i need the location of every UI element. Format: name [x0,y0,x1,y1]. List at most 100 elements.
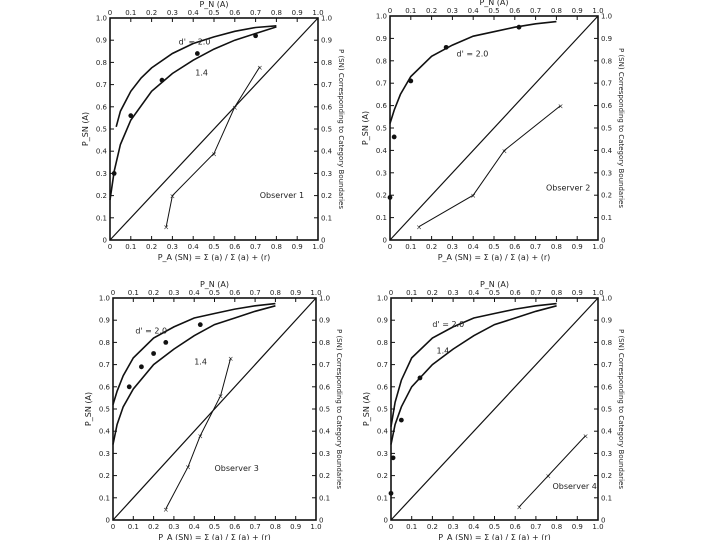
y-tick-label: 0.2 [376,192,387,200]
top-axis-label: P_N (A) [199,0,228,9]
y-tick-label: 0.1 [377,494,388,502]
right-tick-label: 0.3 [319,450,330,458]
top-tick-label: 0 [389,289,393,297]
left-axis-label: P_SN (A) [362,392,371,426]
y-tick-label: 0.5 [99,406,110,414]
top-tick-label: 0.9 [292,9,303,17]
boundary-marker: × [211,150,217,158]
top-tick-label: 0 [111,289,115,297]
right-tick-label: 0 [321,237,325,245]
y-tick-label: 0.8 [377,339,388,347]
right-tick-label: 0 [601,517,605,525]
chance-diagonal [109,17,319,241]
right-tick-label: 0 [319,517,323,525]
top-tick-label: 0.6 [509,7,521,15]
top-tick-label: 0.4 [188,9,200,17]
left-axis-label: P_SN (A) [81,112,90,146]
x-tick-label: 0.2 [426,243,437,251]
annotation-label: Observer 1 [260,191,304,200]
x-tick-label: 0 [388,243,392,251]
boundary-marker: × [163,224,169,232]
roc-curve [112,302,276,405]
top-tick-label: 0.2 [146,9,157,17]
x-tick-label: 0.4 [468,523,480,531]
data-point [128,113,134,119]
boundary-marker: × [516,504,522,512]
y-tick-label: 0.5 [377,406,388,414]
right-tick-label: 0.5 [319,406,330,414]
x-tick-label: 0.9 [572,243,583,251]
x-tick-label: 0.8 [270,523,281,531]
right-tick-label: 0.8 [319,339,330,347]
top-tick-label: 0.3 [167,9,178,17]
top-tick-label: 0.1 [125,9,136,17]
boundary-marker: × [545,473,551,481]
top-tick-label: 0.8 [551,7,562,15]
y-tick-label: 0.1 [99,494,110,502]
top-tick-label: 0.4 [189,289,201,297]
y-tick-label: 0 [383,237,387,245]
x-tick-label: 0.8 [551,243,562,251]
x-tick-label: 0.9 [290,523,301,531]
right-tick-label: 0.9 [601,317,612,325]
top-tick-label: 0.1 [128,289,139,297]
x-tick-label: 0.5 [209,523,220,531]
bottom-axis-label: P_A (SN) = Σ (a) / Σ (a) + (r) [158,253,271,262]
boundary-marker: × [470,192,476,200]
right-tick-label: 0.6 [321,103,333,111]
y-tick-label: 0.3 [99,450,110,458]
top-tick-label: 0.4 [468,289,480,297]
right-tick-label: 1.0 [319,295,330,303]
y-tick-label: 0.8 [99,339,110,347]
right-tick-label: 0.1 [319,494,330,502]
right-tick-label: 0.7 [321,81,332,89]
boundary-marker: × [163,506,169,514]
category-boundary-line [165,357,232,510]
y-tick-label: 1.0 [96,15,107,23]
x-tick-label: 0.1 [128,523,139,531]
x-tick-label: 1.0 [592,243,603,251]
roc-curve [390,302,557,427]
bottom-axis-label: P_A (SN) = Σ (a) / Σ (a) + (r) [438,253,551,262]
x-tick-label: 1.0 [310,523,321,531]
top-tick-label: 0.6 [229,9,241,17]
top-tick-label: 0.5 [488,7,499,15]
panel-4: 00000.10.10.10.10.20.20.20.20.30.30.30.3… [362,280,625,542]
top-tick-label: 0.9 [572,7,583,15]
bottom-axis-label: P_A (SN) = Σ (a) / Σ (a) + (r) [438,533,551,540]
category-boundary-line [418,105,561,228]
x-tick-label: 0.1 [125,243,136,251]
right-tick-label: 0.3 [601,450,612,458]
data-point [126,384,132,390]
top-tick-label: 1.0 [312,9,323,17]
y-tick-label: 0.6 [96,103,108,111]
y-tick-label: 0.2 [377,472,388,480]
boundary-marker: × [185,464,191,472]
boundary-marker: × [257,64,263,72]
right-tick-label: 0.5 [601,125,612,133]
x-tick-label: 0.9 [292,243,303,251]
data-point [408,78,414,84]
boundary-marker: × [416,224,422,232]
right-tick-label: 1.0 [601,295,612,303]
right-tick-label: 0.6 [601,383,613,391]
data-point [387,195,393,200]
y-tick-label: 0.1 [96,214,107,222]
roc-curve [109,26,277,201]
x-tick-label: 0 [111,523,115,531]
data-point [139,364,144,370]
data-point [151,351,157,356]
top-tick-label: 0 [388,7,392,15]
top-tick-label: 0.5 [209,289,220,297]
y-tick-label: 0.7 [99,361,110,369]
top-axis-label: P_N (A) [480,280,509,289]
top-tick-label: 0.6 [510,289,522,297]
x-tick-label: 0.1 [405,243,416,251]
y-tick-label: 0.5 [96,126,107,134]
boundary-marker: × [218,393,224,401]
x-tick-label: 0.5 [488,243,499,251]
data-point [163,340,169,345]
y-tick-label: 0.7 [376,80,387,88]
right-tick-label: 0.2 [321,192,332,200]
